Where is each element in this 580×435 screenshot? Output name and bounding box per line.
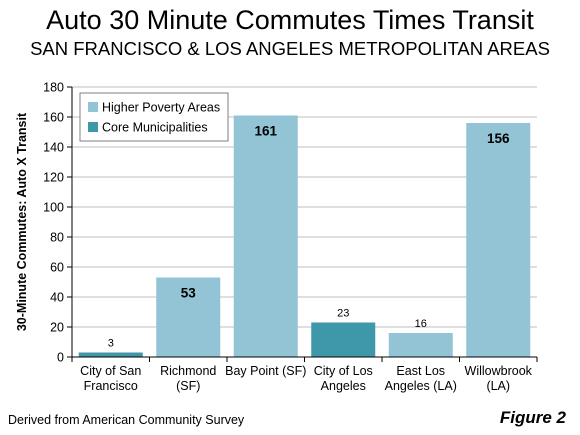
data-label: 3 [108,338,114,350]
bar [311,322,376,357]
x-tick-label-line: Francisco [84,379,138,393]
y-tick-label: 20 [50,321,64,335]
y-tick-label: 80 [50,231,64,245]
x-tick-label: City of Los Angeles [314,364,373,393]
data-label: 23 [337,308,349,320]
legend-swatch [88,102,98,112]
y-tick-labels: 0 20 40 60 80 100 120 140 160 180 [43,81,64,365]
y-tick-label: 100 [43,201,64,215]
y-tick-label: 140 [43,141,64,155]
y-axis-label: 30-Minute Commutes: Auto X Transit [15,112,29,331]
y-tick-label: 160 [43,111,64,125]
legend-label: Higher Poverty Areas [102,101,220,115]
x-tick-label-line: (SF) [176,379,200,393]
x-tick-label-line: East Los [396,364,445,378]
axes [71,87,537,358]
x-tick-label-line: Richmond [160,364,216,378]
chart-title: Auto 30 Minute Commutes Times Transit [46,5,534,35]
legend-label: Core Municipalities [102,121,208,135]
bars [78,115,531,357]
x-tick-label-line: City of Los [314,364,373,378]
x-tick-label-line: (LA) [486,379,510,393]
data-label: 16 [415,318,427,330]
chart-subtitle: SAN FRANCISCO & LOS ANGELES METROPOLITAN… [30,38,550,59]
x-tick-label: Willowbrook (LA) [465,364,533,393]
y-tick-label: 0 [57,351,64,365]
x-tick-label-line: Angeles [321,379,366,393]
x-tick-labels: City of San Francisco Richmond (SF) Bay Poin… [80,364,533,393]
x-tick-label: East Los Angeles (LA) [385,364,457,393]
bar [78,352,143,357]
y-tick-label: 60 [50,261,64,275]
x-tick-label: City of San Francisco [80,364,141,393]
x-tick-label-line: City of San [80,364,141,378]
y-tick-label: 40 [50,291,64,305]
legend-swatch [88,122,98,132]
x-tick-label-line: Willowbrook [465,364,533,378]
source-note: Derived from American Community Survey [8,413,245,427]
x-tick-label: Bay Point (SF) [225,364,306,378]
data-label: 161 [254,124,277,139]
legend-box [79,92,229,142]
bar [388,333,453,357]
x-tick-label-line: Bay Point (SF) [225,364,306,378]
bar [156,277,221,357]
x-tick-label: Richmond (SF) [160,364,216,393]
bar [233,115,298,357]
y-tick-label: 180 [43,81,64,95]
data-labels: 3 53 161 23 16 156 [108,124,510,350]
bar [466,123,531,357]
figure-label: Figure 2 [499,408,566,427]
legend: Higher Poverty Areas Core Municipalities [79,92,229,142]
x-tick-label-line: Angeles (LA) [385,379,457,393]
data-label: 53 [181,286,197,301]
data-label: 156 [487,131,510,146]
y-tick-label: 120 [43,171,64,185]
